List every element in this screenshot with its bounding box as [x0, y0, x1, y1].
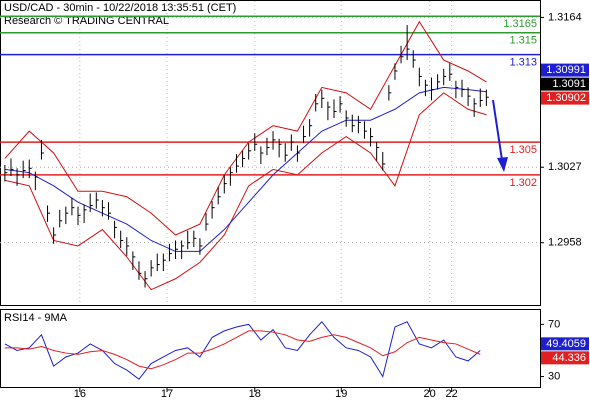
arrow-shaft — [492, 99, 503, 161]
level-label: 1.315 — [509, 35, 537, 47]
arrow-head — [497, 157, 508, 172]
last-value-label: 49.4059 — [546, 338, 586, 350]
rsi-title: RSI14 - 9MA — [4, 312, 68, 324]
y-tick-label: 1.3164 — [548, 11, 582, 23]
last-value-label: 1.30902 — [546, 92, 586, 104]
x-tick-label: 17 — [161, 388, 173, 400]
last-value-box — [541, 77, 589, 91]
rsi-line — [4, 320, 481, 380]
price-panel — [0, 0, 541, 306]
rsi-panel — [0, 309, 541, 388]
x-tick-label: 22 — [446, 388, 458, 400]
y-tick-label: 70 — [548, 318, 560, 330]
level-label: 1.305 — [509, 144, 537, 156]
forecast-arrow — [492, 99, 508, 172]
y-tick-label: 1.2958 — [548, 237, 582, 249]
indicator-line — [4, 86, 487, 252]
last-value-label: 1.3091 — [552, 78, 586, 90]
x-tick-label: 20 — [424, 388, 436, 400]
last-value-box — [541, 91, 589, 105]
chart-subtitle: Research © TRADING CENTRAL — [4, 15, 169, 27]
level-label: 1.313 — [509, 56, 537, 68]
x-tick-label: 16 — [74, 388, 86, 400]
last-value-box — [541, 337, 589, 351]
y-tick-label: 1.3027 — [548, 161, 582, 173]
rsi-line — [4, 330, 481, 370]
chart-title: USD/CAD - 30min - 10/22/2018 13:35:51 (C… — [4, 2, 236, 14]
level-label: 1.3165 — [503, 18, 537, 30]
last-value-label: 44.336 — [552, 352, 586, 364]
level-label: 1.302 — [509, 177, 537, 189]
last-value-label: 1.30991 — [546, 64, 586, 76]
x-tick-label: 19 — [335, 388, 347, 400]
y-tick-label: 30 — [548, 370, 560, 382]
x-tick-label: 18 — [249, 388, 261, 400]
last-value-box — [541, 63, 589, 77]
indicator-line — [4, 92, 487, 291]
last-value-box — [541, 351, 589, 365]
indicator-line — [4, 20, 487, 236]
